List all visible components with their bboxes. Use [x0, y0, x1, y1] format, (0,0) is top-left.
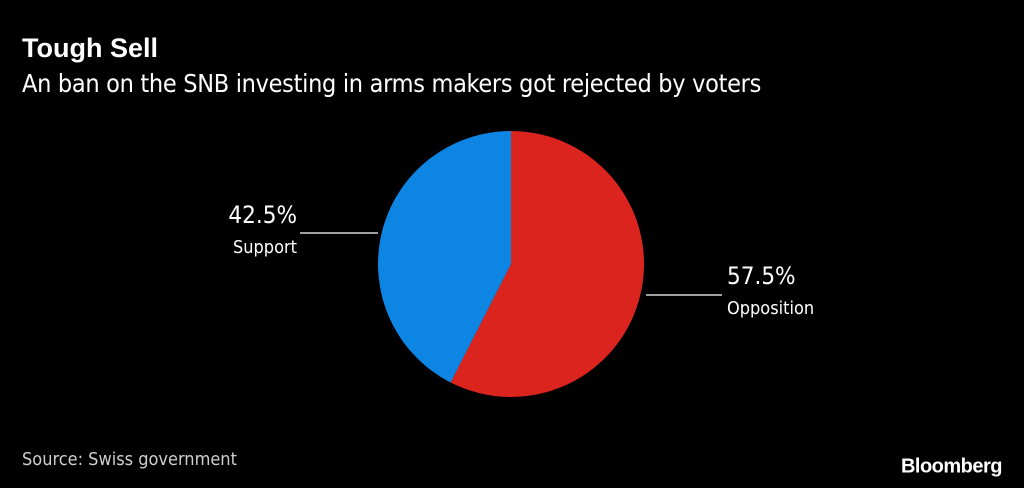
chart-title: Tough Sell — [22, 33, 158, 63]
category-label: Opposition — [727, 298, 814, 319]
pie-slice — [450, 131, 644, 397]
chart-subtitle: An ban on the SNB investing in arms make… — [22, 69, 761, 98]
value-label: 42.5% — [228, 201, 297, 229]
value-label: 57.5% — [727, 262, 796, 290]
brand: Bloomberg — [901, 455, 1002, 477]
source: Source: Swiss government — [22, 449, 237, 470]
pie-slice — [377, 131, 511, 383]
category-label: Support — [233, 237, 297, 258]
